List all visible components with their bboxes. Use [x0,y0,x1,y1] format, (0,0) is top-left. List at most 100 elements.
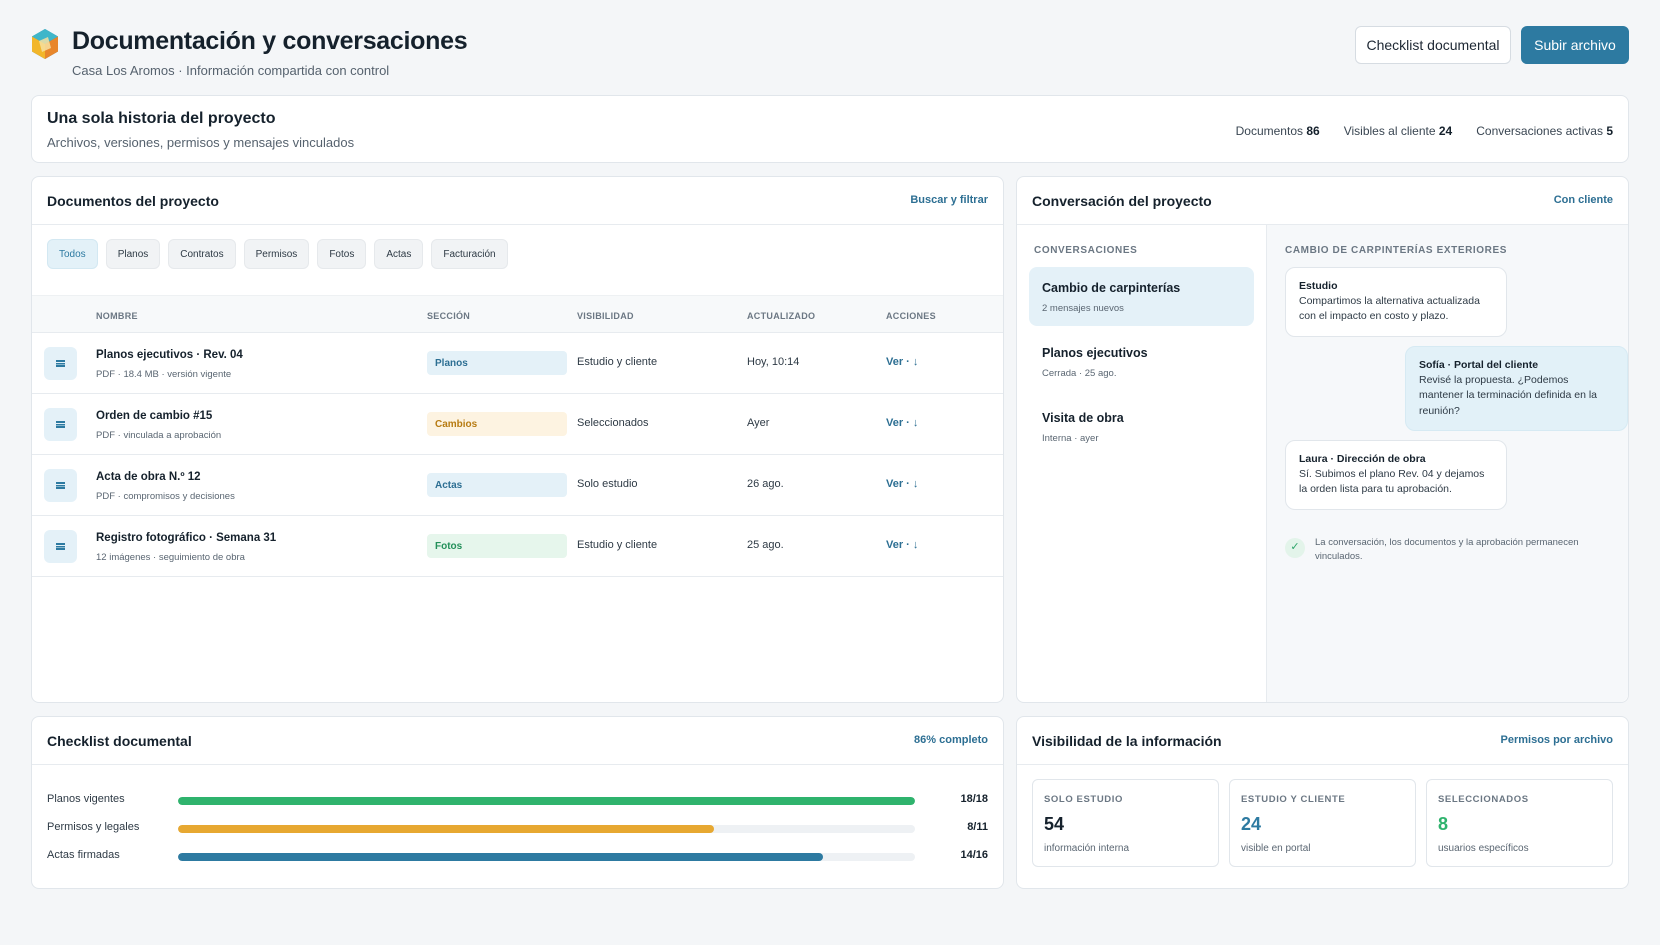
view-download-action[interactable]: Ver · ↓ [886,417,919,429]
message-text: Sí. Subimos el plano Rev. 04 y dejamos l… [1299,468,1485,496]
message-author: Estudio [1299,280,1338,292]
checklist-card-header: Checklist documental 86% completo [32,717,1003,765]
progress-bar [178,853,915,861]
checklist-progress-link[interactable]: 86% completo [914,734,988,746]
message-text: Revisé la propuesta. ¿Podemos mantener l… [1419,374,1598,417]
search-filter-link[interactable]: Buscar y filtrar [910,194,988,206]
message-bubble: Estudio Compartimos la alternativa actua… [1285,267,1507,337]
message-author: Sofía · Portal del cliente [1419,359,1539,371]
document-name[interactable]: Orden de cambio #15 [96,410,213,422]
view-download-action[interactable]: Ver · ↓ [886,356,919,368]
visibility-box-sub: usuarios específicos [1438,843,1529,854]
visibility-box-solo-estudio: SOLO ESTUDIO 54 información interna [1032,779,1219,867]
column-header-name[interactable]: NOMBRE [96,311,138,321]
conversation-list: CONVERSACIONES Cambio de carpinterías 2 … [1017,225,1267,702]
view-download-action[interactable]: Ver · ↓ [886,539,919,551]
page-subtitle: Casa Los Aromos · Información compartida… [72,63,390,78]
check-icon: ✓ [1285,538,1305,558]
table-row[interactable]: Acta de obra N.º 12 PDF · compromisos y … [32,455,1003,516]
column-header-updated[interactable]: ACTUALIZADO [747,311,816,321]
checklist-button[interactable]: Checklist documental [1355,26,1511,64]
stat-visible-to-client: Visibles al cliente 24 [1343,124,1453,138]
conversation-item-title: Cambio de carpinterías [1042,281,1181,295]
visibility-box-sub: visible en portal [1241,843,1311,854]
message-bubble: Sofía · Portal del cliente Revisé la pro… [1405,346,1628,431]
visibility-title: Visibilidad de la información [1032,733,1222,749]
column-header-section[interactable]: SECCIÓN [427,311,471,321]
upload-file-button[interactable]: Subir archivo [1521,26,1629,64]
app-logo-icon [32,29,58,59]
conversation-item-title: Planos ejecutivos [1042,346,1148,360]
column-header-visibility[interactable]: VISIBILIDAD [577,311,634,321]
document-name[interactable]: Planos ejecutivos · Rev. 04 [96,349,243,361]
message-text: Compartimos la alternativa actualizada c… [1299,295,1480,323]
section-badge: Cambios [427,412,567,436]
visibility-box-label: ESTUDIO Y CLIENTE [1241,794,1346,805]
visibility-cell: Estudio y cliente [577,356,658,368]
documents-table-header: NOMBRE SECCIÓN VISIBILIDAD ACTUALIZADO A… [32,295,1003,333]
permissions-per-file-link[interactable]: Permisos por archivo [1500,734,1614,746]
filter-chip-permisos[interactable]: Permisos [243,239,310,269]
stat-documents: Documentos 86 [1235,124,1320,138]
table-row[interactable]: Planos ejecutivos · Rev. 04 PDF · 18.4 M… [32,333,1003,394]
document-meta: PDF · 18.4 MB · versión vigente [96,369,232,380]
filter-chip-todos[interactable]: Todos [47,239,98,269]
progress-fill [178,825,714,833]
visibility-card-header: Visibilidad de la información Permisos p… [1017,717,1628,765]
document-meta: PDF · vinculada a aprobación [96,430,222,441]
conversation-title: Conversación del proyecto [1032,193,1212,209]
visibility-cell: Estudio y cliente [577,539,658,551]
visibility-box-seleccionados: SELECCIONADOS 8 usuarios específicos [1426,779,1613,867]
conversation-item-planos[interactable]: Planos ejecutivos Cerrada · 25 ago. [1029,332,1254,391]
checklist-title: Checklist documental [47,733,192,749]
conversation-item-sub: Interna · ayer [1042,433,1099,444]
conversation-item-visita[interactable]: Visita de obra Interna · ayer [1029,397,1254,456]
document-meta: PDF · compromisos y decisiones [96,491,235,502]
conversation-item-sub: Cerrada · 25 ago. [1042,368,1117,379]
with-client-link[interactable]: Con cliente [1553,194,1613,206]
filter-chip-fotos[interactable]: Fotos [317,239,367,269]
updated-cell: 25 ago. [747,539,784,551]
filter-chip-actas[interactable]: Actas [374,239,424,269]
thread-label: CAMBIO DE CARPINTERÍAS EXTERIORES [1285,245,1508,256]
checklist-row: Permisos y legales 8/11 [47,821,988,837]
project-summary-card: Una sola historia del proyecto Archivos,… [31,95,1629,163]
document-icon [44,408,77,441]
visibility-box-value: 54 [1044,814,1065,834]
filter-chip-contratos[interactable]: Contratos [168,239,236,269]
visibility-box-label: SOLO ESTUDIO [1044,794,1123,805]
filter-chip-facturacion[interactable]: Facturación [431,239,508,269]
checklist-card: Checklist documental 86% completo Planos… [31,716,1004,889]
summary-title: Una sola historia del proyecto [47,110,276,127]
updated-cell: Hoy, 10:14 [747,356,800,368]
conversation-card-header: Conversación del proyecto Con cliente [1017,177,1628,225]
section-badge: Actas [427,473,567,497]
updated-cell: Ayer [747,417,770,429]
visibility-cell: Solo estudio [577,478,638,490]
conversation-item-carpinterias[interactable]: Cambio de carpinterías 2 mensajes nuevos [1029,267,1254,326]
column-header-actions: ACCIONES [886,311,936,321]
linked-note-text: La conversación, los documentos y la apr… [1315,537,1579,562]
visibility-card: Visibilidad de la información Permisos p… [1016,716,1629,889]
table-row[interactable]: Orden de cambio #15 PDF · vinculada a ap… [32,394,1003,455]
checklist-row: Actas firmadas 14/16 [47,849,988,865]
document-name[interactable]: Registro fotográfico · Semana 31 [96,532,277,544]
documents-card-header: Documentos del proyecto Buscar y filtrar [32,177,1003,225]
document-icon [44,469,77,502]
linked-note: ✓ La conversación, los documentos y la a… [1285,536,1615,564]
checklist-label: Permisos y legales [47,821,140,833]
progress-fill [178,797,915,805]
checklist-count: 18/18 [960,793,988,805]
table-row[interactable]: Registro fotográfico · Semana 31 12 imág… [32,516,1003,577]
filter-chip-planos[interactable]: Planos [105,239,161,269]
checklist-label: Planos vigentes [47,793,125,805]
visibility-cell: Seleccionados [577,417,649,429]
page-title: Documentación y conversaciones [72,27,468,55]
document-filters: Todos Planos Contratos Permisos Fotos Ac… [47,239,508,269]
document-name[interactable]: Acta de obra N.º 12 [96,471,201,483]
section-badge: Planos [427,351,567,375]
documents-title: Documentos del proyecto [47,193,219,209]
documents-card: Documentos del proyecto Buscar y filtrar… [31,176,1004,703]
conversation-thread: CAMBIO DE CARPINTERÍAS EXTERIORES Estudi… [1267,225,1628,702]
view-download-action[interactable]: Ver · ↓ [886,478,919,490]
